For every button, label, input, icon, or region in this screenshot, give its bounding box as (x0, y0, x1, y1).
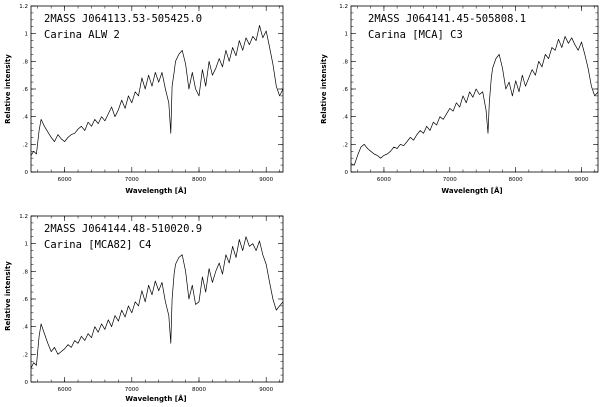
chart-title-line-1: 2MASS J064113.53-505425.0 (44, 13, 202, 25)
x-tick-label: 8000 (192, 387, 206, 393)
spectrum-panel-alw2: 2MASS J064113.53-505425.0 Carina ALW 2 W… (0, 0, 285, 200)
x-axis-label: Wavelength [Å] (125, 186, 186, 195)
x-axis-label: Wavelength [Å] (441, 186, 502, 195)
x-axis-label: Wavelength [Å] (125, 394, 186, 403)
y-tick-label: .2 (343, 142, 348, 148)
y-tick-label: 1.2 (19, 214, 28, 220)
y-tick-label: 1 (25, 32, 29, 38)
chart-title-line-2: Carina ALW 2 (44, 29, 120, 41)
x-tick-label: 9000 (259, 387, 273, 393)
y-tick-label: .8 (23, 269, 29, 275)
spectrum-chart-alw2: 2MASS J064113.53-505425.0 Carina ALW 2 W… (4, 4, 284, 195)
y-tick-label: .2 (23, 142, 28, 148)
spectrum-line (30, 25, 284, 156)
y-tick-label: .2 (23, 352, 28, 358)
spectrum-chart-c4: 2MASS J064144.48-510020.9 Carina [MCA82]… (4, 214, 284, 403)
x-tick-label: 7000 (125, 177, 139, 183)
spectrum-chart-c3: 2MASS J064141.45-505808.1 Carina [MCA] C… (320, 4, 599, 195)
x-tick-label: 8000 (509, 177, 523, 183)
x-tick-label: 6000 (377, 177, 391, 183)
y-tick-label: .4 (23, 325, 29, 331)
chart-title-line-2: Carina [MCA82] C4 (44, 239, 151, 251)
spectrum-panel-c3: 2MASS J064141.45-505808.1 Carina [MCA] C… (316, 0, 600, 200)
x-tick-label: 7000 (125, 387, 139, 393)
y-tick-label: 1 (25, 242, 29, 248)
spectrum-panel-c4: 2MASS J064144.48-510020.9 Carina [MCA82]… (0, 208, 285, 407)
y-tick-label: .8 (23, 59, 29, 65)
y-axis-label: Relative intensity (320, 54, 328, 124)
y-tick-label: .6 (343, 87, 349, 93)
y-tick-label: .8 (343, 59, 349, 65)
x-tick-label: 7000 (443, 177, 457, 183)
chart-title-line-1: 2MASS J064144.48-510020.9 (44, 223, 202, 235)
x-tick-label: 6000 (58, 177, 72, 183)
y-tick-label: 1.2 (19, 4, 28, 10)
y-axis-label: Relative intensity (4, 54, 12, 124)
y-tick-label: 1.2 (339, 4, 348, 10)
y-axis-label: Relative intensity (4, 261, 12, 331)
y-tick-label: .4 (343, 115, 349, 121)
y-tick-label: .6 (23, 297, 29, 303)
spectrum-line (350, 36, 599, 166)
x-tick-label: 9000 (259, 177, 273, 183)
y-tick-label: 0 (345, 170, 349, 176)
x-tick-label: 8000 (192, 177, 206, 183)
y-tick-label: .4 (23, 115, 29, 121)
y-tick-label: 1 (345, 32, 349, 38)
chart-title-line-2: Carina [MCA] C3 (368, 29, 463, 41)
spectrum-line (30, 236, 284, 369)
y-tick-label: 0 (25, 170, 29, 176)
y-tick-label: 0 (25, 380, 29, 386)
y-tick-label: .6 (23, 87, 29, 93)
chart-title-line-1: 2MASS J064141.45-505808.1 (368, 13, 526, 25)
x-tick-label: 6000 (58, 387, 72, 393)
x-tick-label: 9000 (575, 177, 589, 183)
